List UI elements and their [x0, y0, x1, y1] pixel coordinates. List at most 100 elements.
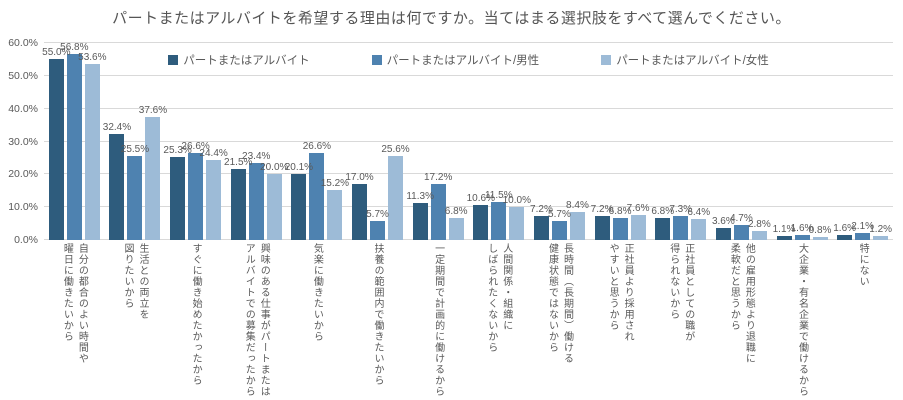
category-label: 特にない	[857, 243, 869, 287]
bar-value-label: 11.3%	[406, 190, 434, 202]
bar-group: 17.0% 5.7% 25.6%	[345, 43, 410, 240]
bar: 7.2%	[530, 204, 553, 240]
legend-item: パートまたはアルバイト/女性	[601, 52, 769, 68]
bar: 7.6%	[627, 203, 649, 240]
bar-value-label: 1.2%	[869, 224, 893, 236]
legend-item: パートまたはアルバイト/男性	[371, 52, 539, 68]
category-cell: 大企業・有名企業で働けるから	[772, 243, 833, 400]
category-cell: 一定期間で計画的に働けるから	[408, 243, 469, 400]
y-tick-label: 20.0%	[8, 168, 38, 181]
bar: 26.6%	[303, 141, 331, 240]
bar-group: 7.2% 5.7% 8.4%	[529, 43, 590, 240]
bar-value-label: 15.2%	[320, 178, 350, 190]
bar: 17.0%	[345, 172, 374, 240]
category-cell: 生活との両立を 図りたいから	[105, 243, 166, 400]
category-label: 気楽に働きたいから	[311, 243, 323, 342]
bar-value-label: 1.6%	[790, 222, 814, 234]
x-axis: 自分の都合のよい時間や 曜日に働きたいから 生活との両立を 図りたいから すぐに働き…	[44, 243, 893, 400]
bar-value-label: 0.8%	[808, 225, 832, 237]
bar: 32.4%	[103, 122, 131, 240]
bar-value-label: 5.7%	[366, 209, 389, 221]
bar: 6.4%	[687, 207, 710, 240]
bar: 20.0%	[260, 162, 288, 240]
bar: 6.8%	[445, 206, 468, 240]
category-label: 長時間（長期間）働ける 健康状態ではないから	[546, 243, 573, 364]
bar: 23.4%	[242, 151, 270, 240]
bar: 6.8%	[651, 206, 674, 240]
bar: 7.2%	[591, 204, 613, 240]
y-axis: 0.0% 10.0% 20.0% 30.0% 40.0% 50.0% 60.0%	[0, 37, 38, 246]
bar: 11.5%	[485, 190, 513, 240]
bar-value-label: 6.8%	[651, 205, 675, 217]
bar: 6.8%	[609, 206, 631, 240]
bar: 20.1%	[285, 162, 313, 240]
category-cell: 気楽に働きたいから	[287, 243, 348, 400]
bar-value-label: 32.4%	[102, 121, 132, 133]
bar-value-label: 17.2%	[423, 171, 453, 183]
bar-group: 25.3% 26.6% 24.4%	[163, 43, 228, 240]
legend-swatch-icon	[371, 55, 382, 65]
bar-group: 1.1% 1.6% 0.8%	[772, 43, 833, 240]
bar: 37.6%	[139, 105, 167, 240]
y-tick-label: 40.0%	[8, 102, 38, 115]
bar-value-label: 4.7%	[729, 212, 753, 224]
bar: 10.6%	[467, 193, 495, 240]
category-cell: 正社員より採用され やすいと思うから	[590, 243, 651, 400]
bar: 25.5%	[121, 144, 149, 240]
bar-value-label: 8.4%	[566, 200, 589, 212]
bar-group: 7.2% 6.8% 7.6%	[590, 43, 651, 240]
bar-group: 11.3% 17.2% 6.8%	[406, 43, 469, 240]
category-cell: 長時間（長期間）働ける 健康状態ではないから	[529, 243, 590, 400]
y-tick-label: 10.0%	[8, 201, 38, 214]
bar-value-label: 6.8%	[608, 205, 632, 217]
bar-group: 10.6% 11.5% 10.0%	[467, 43, 531, 240]
bar-value-label: 55.0%	[42, 47, 71, 59]
y-tick-label: 30.0%	[8, 135, 38, 148]
category-cell: 正社員としての職が 得られないから	[650, 243, 711, 400]
bar: 8.4%	[566, 200, 589, 240]
legend-swatch-icon	[601, 55, 612, 65]
chart-title: パートまたはアルバイトを希望する理由は何ですか。当てはまる選択肢をすべて選んでく…	[112, 10, 791, 27]
y-tick-label: 0.0%	[14, 234, 38, 246]
bar-value-label: 1.1%	[772, 224, 796, 236]
category-cell: すぐに働き始めたかったから	[165, 243, 226, 400]
category-label: 興味のある仕事がパートまたは アルバイトでの募集だったから	[243, 243, 270, 397]
category-cell: 自分の都合のよい時間や 曜日に働きたいから	[44, 243, 105, 400]
bar-value-label: 37.6%	[138, 104, 168, 116]
bar: 7.3%	[669, 204, 692, 240]
category-cell: 人間関係・組織に しばられたくないから	[468, 243, 529, 400]
bar: 26.6%	[181, 141, 210, 240]
bar: 1.6%	[791, 223, 813, 240]
bar: 53.6%	[78, 52, 106, 240]
bar-value-label: 3.6%	[711, 216, 735, 228]
bar: 21.5%	[224, 157, 252, 240]
category-label: 生活との両立を 図りたいから	[121, 243, 148, 320]
bar: 2.8%	[748, 219, 771, 240]
bar-value-label: 53.6%	[78, 52, 107, 64]
y-tick-label: 50.0%	[8, 69, 38, 82]
category-label: 正社員としての職が 得られないから	[667, 243, 694, 342]
gridline	[44, 173, 893, 175]
bar-groups: 55.0% 56.8% 53.6% 32.4% 25.5% 37.6% 25.3% 26.6%…	[42, 42, 893, 240]
bar: 5.7%	[548, 209, 571, 240]
bar: 10.0%	[503, 195, 531, 240]
legend-label: パートまたはアルバイト	[183, 55, 310, 67]
bar-group: 1.6% 2.1% 1.2%	[832, 43, 893, 240]
bar-value-label: 2.1%	[851, 221, 875, 233]
bar: 55.0%	[42, 47, 70, 240]
category-label: 他の雇用形態より退職に 柔軟だと思うから	[728, 243, 755, 364]
bar-value-label: 21.5%	[224, 157, 253, 169]
legend: パートまたはアルバイト パートまたはアルバイト/男性 パートまたはアルバイト/女性	[44, 52, 893, 68]
bar-group: 20.1% 26.6% 15.2%	[285, 43, 350, 240]
legend-label: パートまたはアルバイト/女性	[616, 55, 769, 67]
bar-value-label: 24.4%	[199, 147, 228, 159]
bar: 1.1%	[773, 224, 795, 240]
bar: 5.7%	[366, 209, 389, 240]
bar-value-label: 10.6%	[466, 193, 495, 205]
bar-value-label: 25.6%	[381, 143, 410, 155]
legend-swatch-icon	[168, 55, 179, 65]
gridline	[44, 107, 893, 109]
bar-group: 6.8% 7.3% 6.4%	[650, 43, 711, 240]
category-label: 大企業・有名企業で働けるから	[796, 243, 808, 397]
bar-group: 3.6% 4.7% 2.8%	[711, 43, 772, 240]
